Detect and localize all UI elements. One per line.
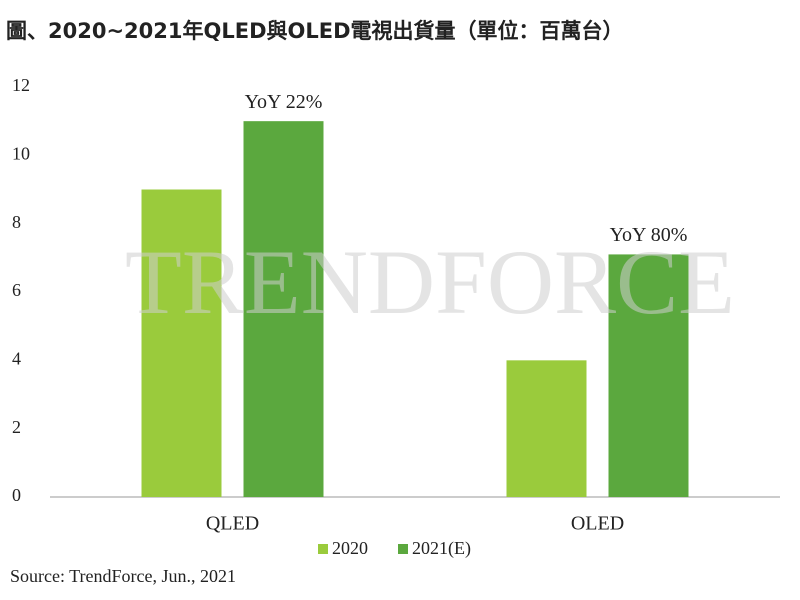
legend-label: 2021(E) <box>412 538 471 559</box>
x-tick-label: QLED <box>206 513 259 535</box>
bar <box>506 360 587 497</box>
annotation: YoY 22% <box>245 91 323 113</box>
annotation: YoY 80% <box>610 224 688 246</box>
legend-swatch <box>318 544 328 554</box>
legend-label: 2020 <box>332 538 368 558</box>
y-tick-label: 8 <box>12 212 21 232</box>
watermark: TRENDFORCE <box>125 231 735 333</box>
bar <box>608 254 689 497</box>
y-tick-label: 0 <box>12 485 21 505</box>
legend-swatch <box>398 544 408 554</box>
y-tick-label: 4 <box>12 348 21 368</box>
y-tick-label: 2 <box>12 417 21 437</box>
bar <box>243 121 324 498</box>
y-tick-label: 10 <box>12 143 30 163</box>
chart-title: 圖、2020~2021年QLED與OLED電視出貨量（單位：百萬台） <box>6 19 624 43</box>
y-tick-label: 12 <box>12 75 30 95</box>
x-tick-label: OLED <box>571 513 624 535</box>
bar <box>141 189 222 497</box>
y-tick-label: 6 <box>12 280 21 300</box>
source: Source: TrendForce, Jun., 2021 <box>10 566 236 586</box>
